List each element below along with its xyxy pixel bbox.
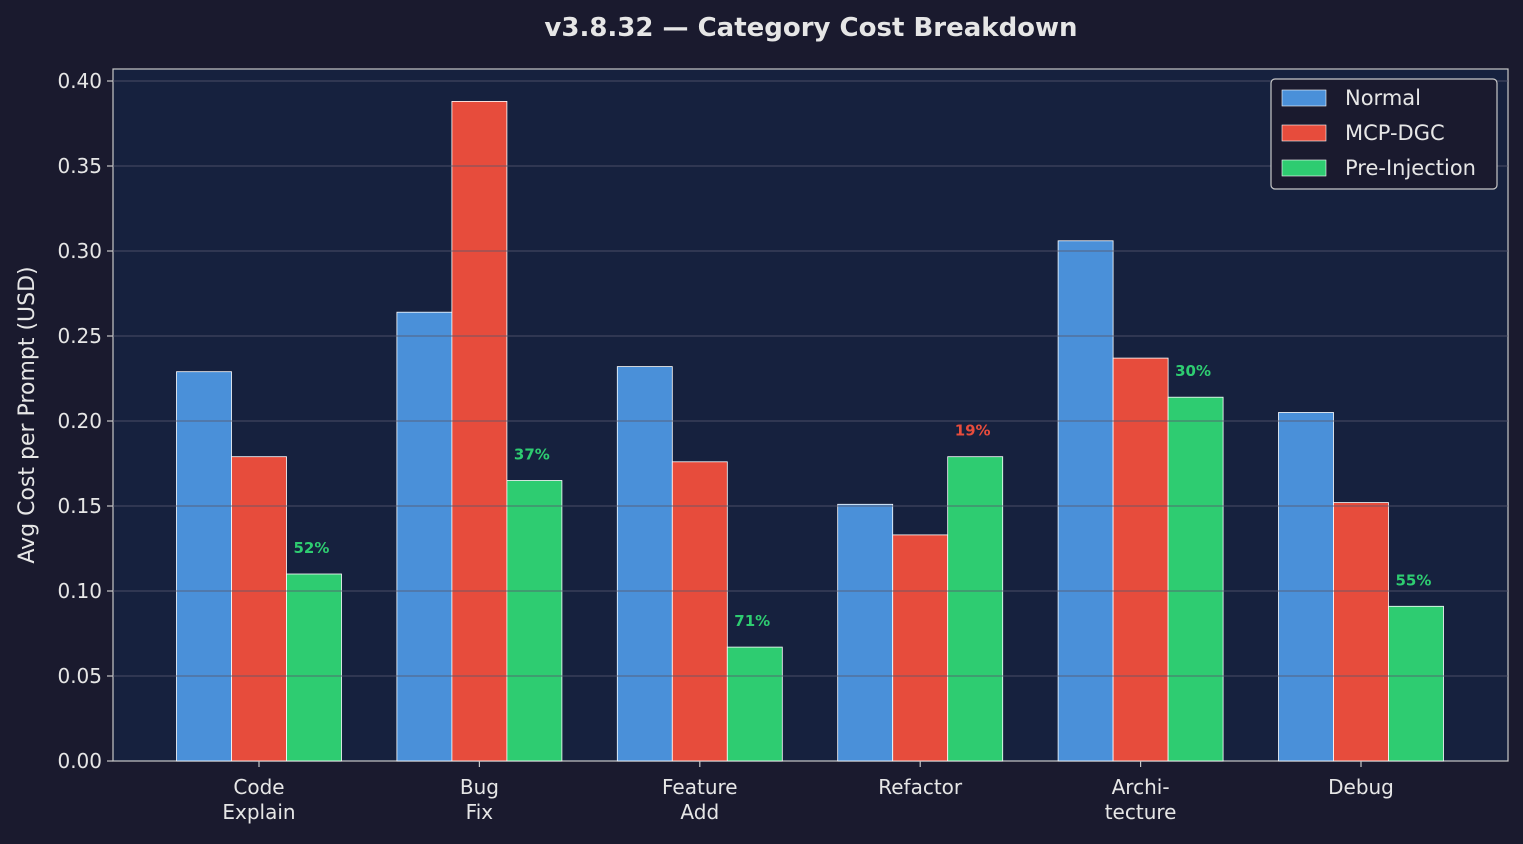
y-tick-label: 0.00: [57, 749, 102, 773]
y-tick-label: 0.10: [57, 579, 102, 603]
x-tick-label: Code: [233, 775, 284, 799]
y-tick-label: 0.30: [57, 239, 102, 263]
legend-label: Pre-Injection: [1345, 156, 1476, 180]
bar-mcp-dgc: [671, 461, 728, 762]
bar-mcp-dgc: [1112, 357, 1169, 762]
pct-annotation: 52%: [294, 539, 330, 557]
bar-pre-injection: [947, 456, 1004, 762]
bar-normal: [1057, 240, 1114, 762]
y-tick-label: 0.05: [57, 664, 102, 688]
pct-annotation: 30%: [1175, 362, 1211, 380]
y-tick-label: 0.25: [57, 324, 102, 348]
x-tick-label: Add: [680, 800, 719, 824]
x-tick-label: tecture: [1105, 800, 1177, 824]
bar-mcp-dgc: [451, 101, 508, 762]
bar-pre-injection: [506, 480, 563, 762]
legend-swatch: [1281, 89, 1327, 107]
x-tick-label: Archi-: [1112, 775, 1170, 799]
bar-pre-injection: [726, 646, 783, 762]
y-tick-label: 0.20: [57, 409, 102, 433]
bar-pre-injection: [1388, 605, 1444, 762]
bar-normal: [616, 366, 673, 762]
legend-swatch: [1281, 124, 1327, 142]
x-tick-label: Fix: [466, 800, 494, 824]
y-tick-label: 0.40: [57, 69, 102, 93]
y-tick-label: 0.15: [57, 494, 102, 518]
x-tick-label: Explain: [222, 800, 295, 824]
x-tick-label: Refactor: [878, 775, 963, 799]
bar-pre-injection: [286, 573, 342, 762]
legend-label: Normal: [1345, 86, 1421, 110]
bar-pre-injection: [1167, 396, 1224, 762]
pct-annotation: 55%: [1396, 571, 1432, 589]
legend: Normal MCP-DGC Pre-Injection: [1270, 78, 1498, 190]
x-tick-label: Bug: [460, 775, 499, 799]
x-tick-label: Debug: [1328, 775, 1394, 799]
chart-title: v3.8.32 — Category Cost Breakdown: [544, 13, 1077, 43]
bar-normal: [396, 311, 453, 762]
pct-annotation: 71%: [734, 612, 770, 630]
pct-annotation: 37%: [514, 446, 550, 464]
legend-label: MCP-DGC: [1345, 121, 1445, 145]
y-axis-label: Avg Cost per Prompt (USD): [15, 266, 40, 563]
legend-swatch: [1281, 159, 1327, 177]
bar-normal: [176, 371, 232, 762]
x-tick-label: Feature: [662, 775, 738, 799]
pct-annotation: 19%: [955, 422, 991, 440]
legend-box: [1270, 78, 1498, 190]
bar-mcp-dgc: [1333, 502, 1389, 762]
bar-normal: [1278, 412, 1334, 762]
bar-mcp-dgc: [231, 456, 287, 762]
bar-mcp-dgc: [892, 534, 949, 762]
bar-normal: [837, 503, 894, 762]
y-tick-label: 0.35: [57, 154, 102, 178]
